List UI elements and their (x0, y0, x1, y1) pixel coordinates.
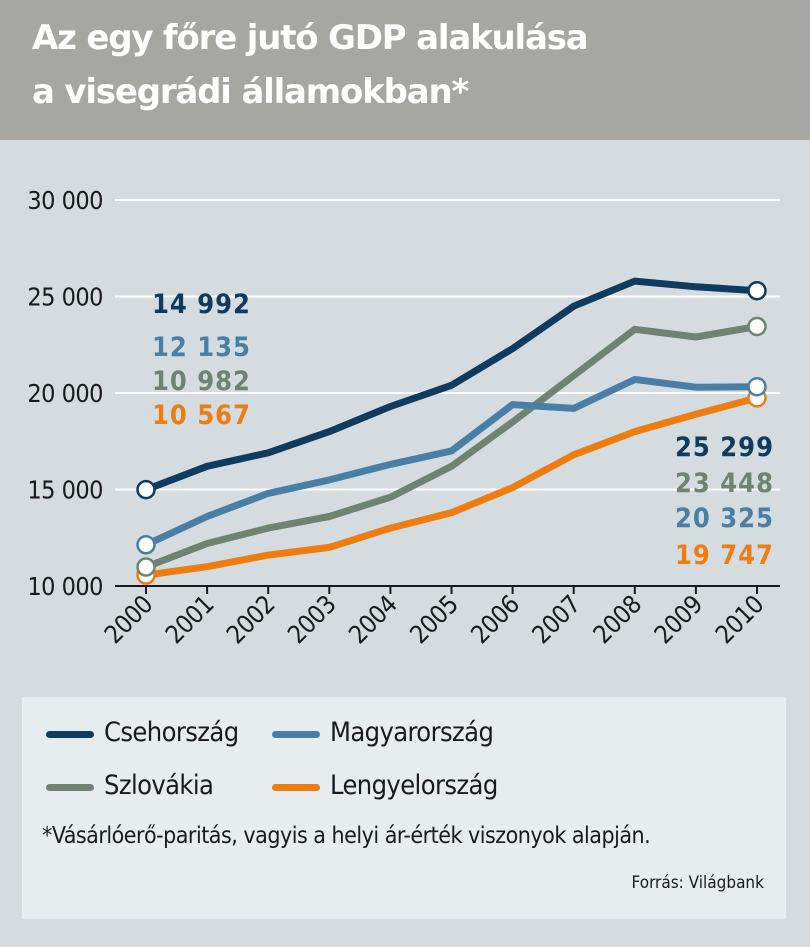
y-tick-label: 15 000 (27, 476, 103, 505)
x-tick-label: 2002 (221, 590, 281, 650)
endpoint-marker (747, 280, 767, 301)
legend-swatch (272, 731, 320, 738)
start-value-label: 12 135 (152, 332, 251, 363)
start-value-label: 14 992 (152, 289, 251, 320)
title-line-2: a visegrádi államokban* (32, 72, 469, 112)
endpoint-marker (136, 479, 156, 500)
end-value-label: 23 448 (675, 468, 774, 499)
y-tick-label: 10 000 (27, 572, 103, 601)
legend-label: Csehország (104, 717, 239, 748)
legend-swatch (46, 784, 94, 791)
endpoint-marker (136, 557, 156, 577)
series-line-lengyelország (142, 394, 761, 579)
end-value-label: 19 747 (675, 540, 774, 571)
x-tick-label: 2004 (343, 590, 403, 650)
start-value-label: 10 567 (152, 400, 251, 431)
x-tick-label: 2005 (404, 590, 464, 650)
start-value-label: 10 982 (152, 366, 251, 397)
y-tick-label: 25 000 (27, 283, 103, 312)
legend-label: Szlovákia (104, 770, 214, 801)
series-line-magyarország (142, 376, 761, 549)
x-tick-label: 2001 (160, 590, 220, 650)
legend-panel: Csehország Magyarország Szlovákia Lengye… (22, 697, 786, 919)
legend-label: Lengyelország (330, 770, 498, 801)
endpoint-marker (136, 535, 156, 555)
endpoint-marker (747, 316, 767, 337)
series-line-csehország (142, 277, 761, 494)
legend-swatch (46, 731, 94, 738)
end-value-label: 20 325 (675, 503, 774, 534)
series-line-szlovákia (142, 323, 761, 571)
x-tick-label: 2007 (526, 590, 586, 650)
end-value-label: 25 299 (675, 432, 774, 463)
x-tick-label: 2006 (465, 590, 525, 650)
title-banner: Az egy főre jutó GDP alakulása a visegrá… (0, 0, 810, 140)
footnote: *Vásárlóerő-paritás, vagyis a helyi ár-é… (42, 823, 651, 849)
legend-swatch (272, 784, 320, 791)
title-line-1: Az egy főre jutó GDP alakulása (32, 18, 589, 58)
x-tick-label: 2009 (649, 590, 709, 650)
x-tick-label: 2010 (710, 590, 770, 650)
legend-label: Magyarország (330, 717, 494, 748)
y-tick-label: 20 000 (27, 379, 103, 408)
x-tick-label: 2003 (282, 590, 342, 650)
endpoint-marker (747, 376, 767, 397)
source-credit: Forrás: Világbank (631, 873, 764, 893)
x-tick-label: 2008 (587, 590, 647, 650)
x-tick-label: 2000 (99, 590, 159, 650)
y-tick-label: 30 000 (27, 186, 103, 215)
